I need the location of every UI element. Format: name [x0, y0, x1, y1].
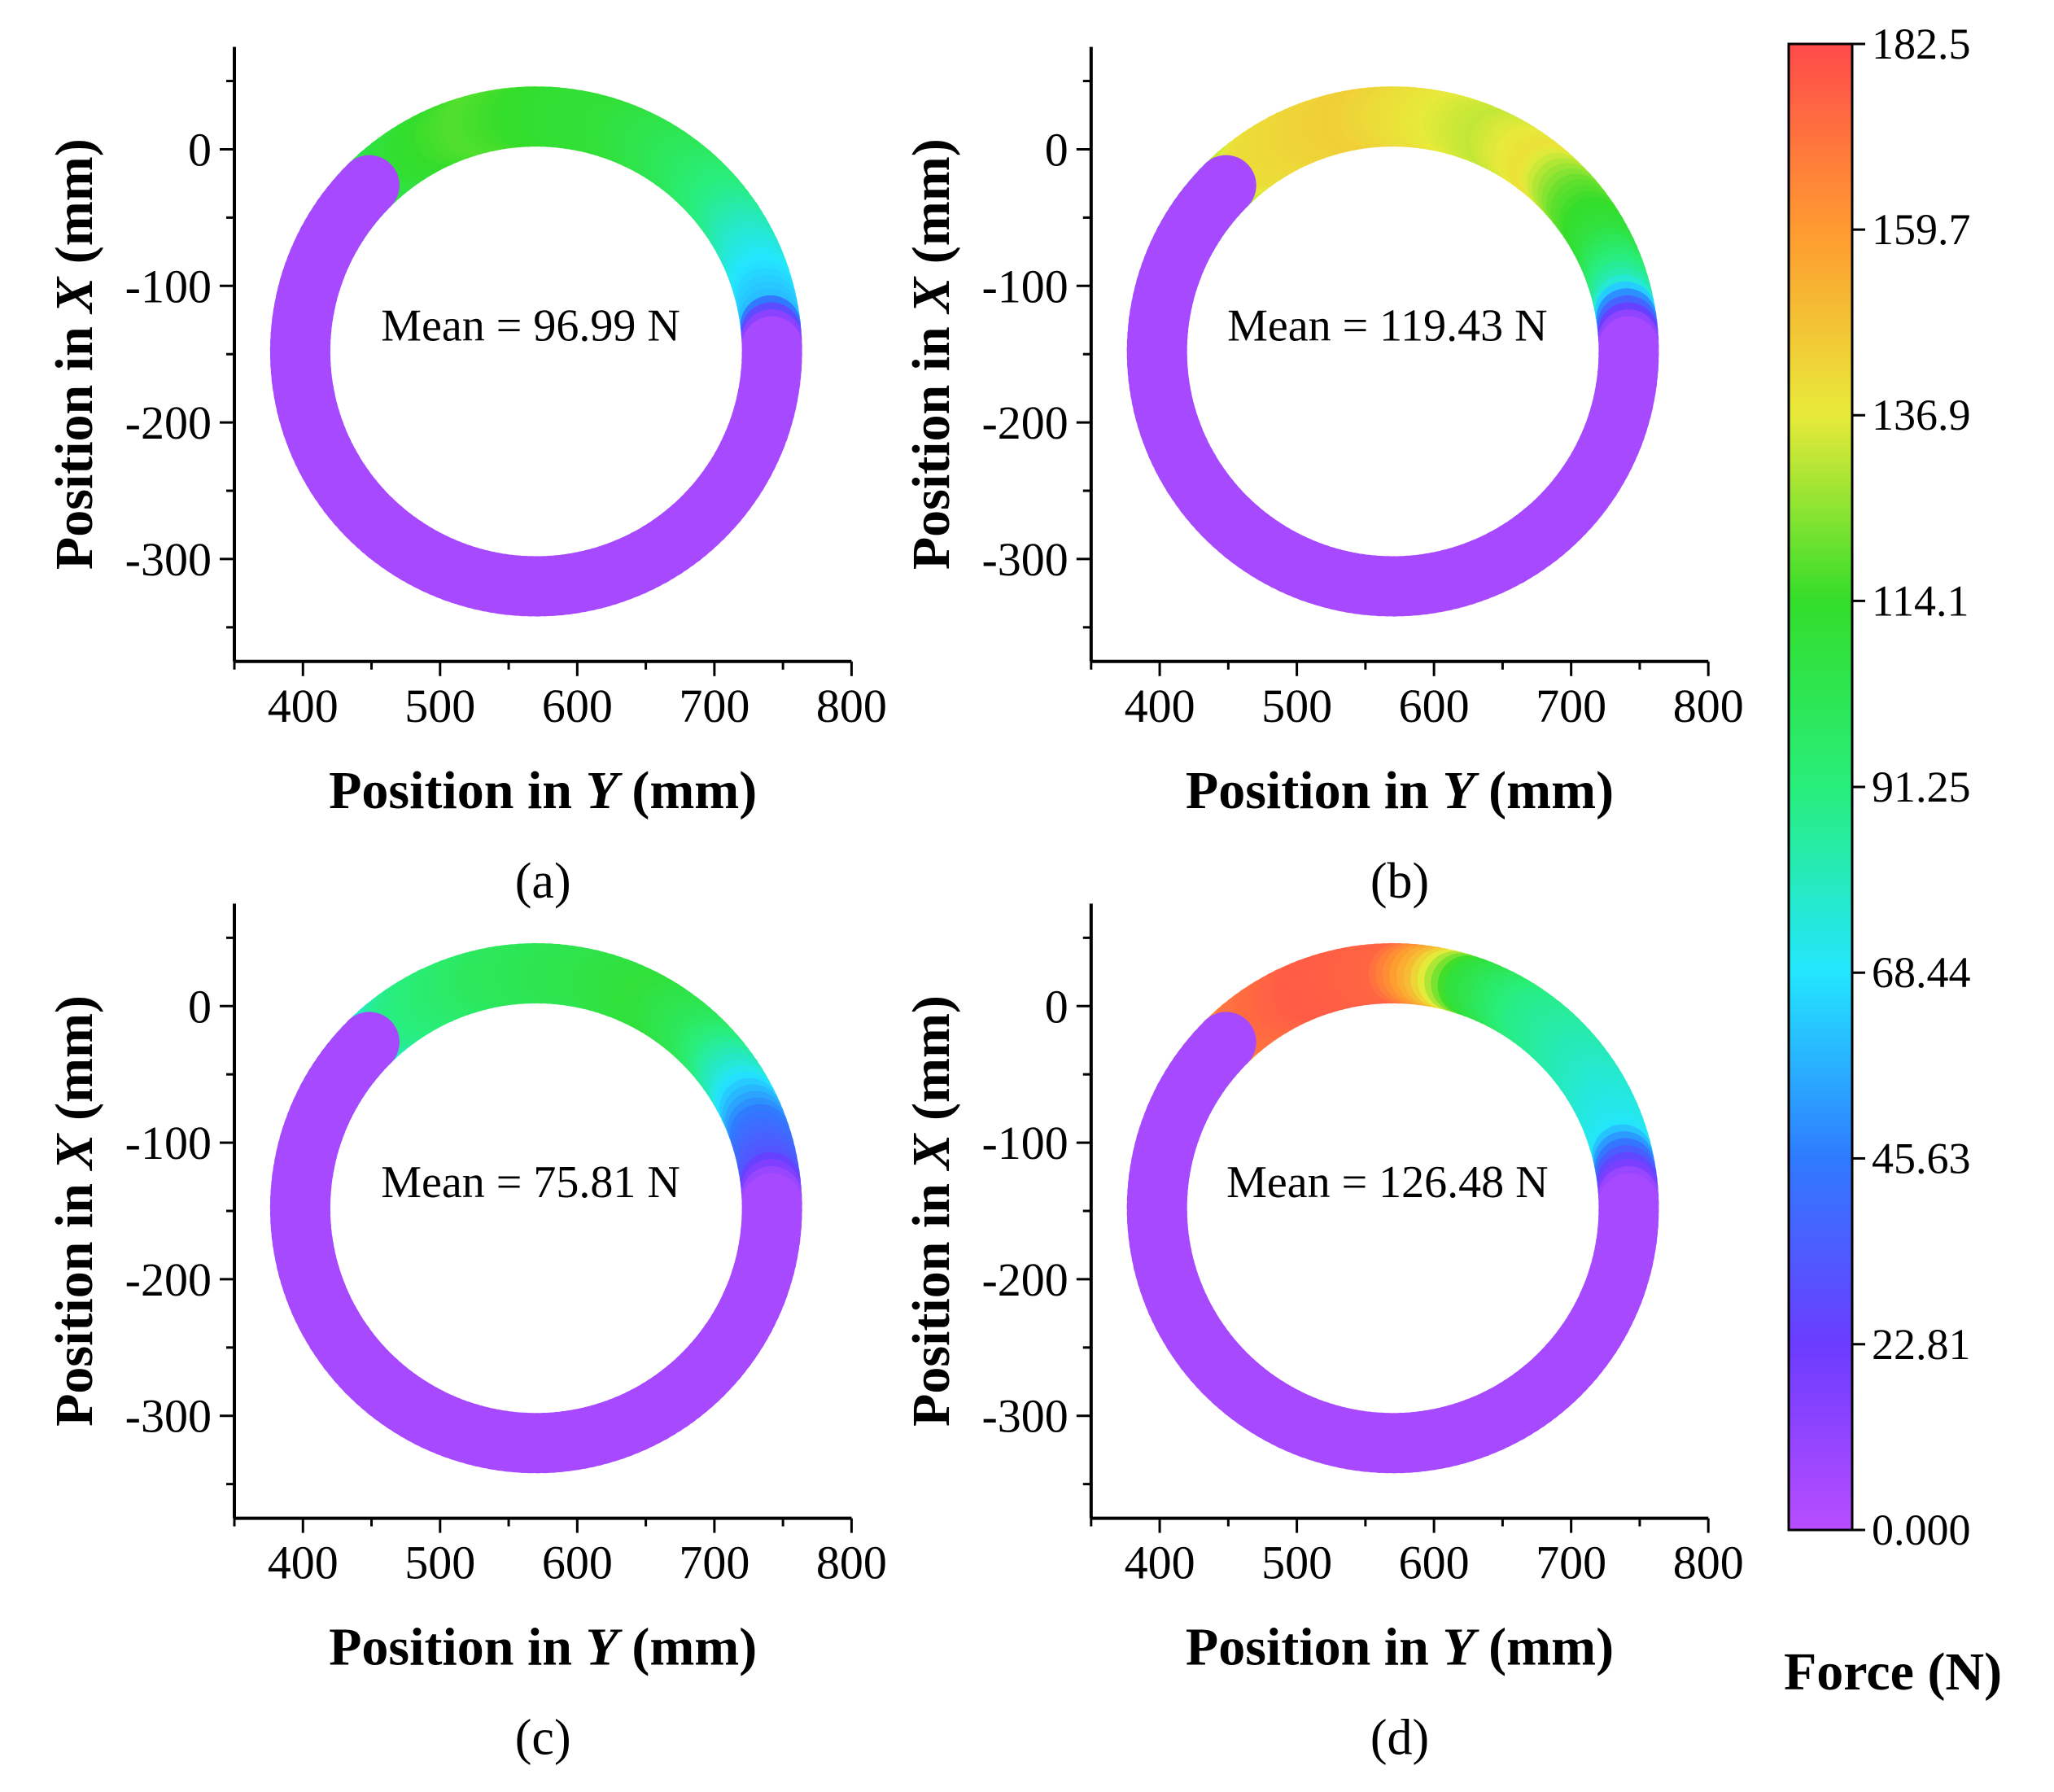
y-tick-label: -100 — [125, 260, 212, 313]
y-tick-label: 0 — [188, 123, 212, 176]
y-tick-label: -100 — [981, 260, 1068, 313]
x-tick-label: 700 — [679, 1536, 749, 1589]
panel-label: (b) — [1370, 854, 1429, 909]
colorbar-tick-label: 114.1 — [1872, 576, 1969, 625]
panel-label: (d) — [1370, 1711, 1429, 1766]
x-tick-label: 600 — [542, 1536, 613, 1589]
colorbar-tick-label: 136.9 — [1872, 391, 1971, 439]
y-tick-label: -300 — [125, 533, 212, 586]
x-tick-label: 600 — [1399, 1536, 1470, 1589]
x-tick-label: 400 — [1125, 680, 1195, 732]
x-axis-title: Position in Y (mm) — [329, 1618, 757, 1677]
force-point — [1195, 155, 1256, 216]
y-axis-title: Position in X (mm) — [45, 138, 104, 570]
x-tick-label: 800 — [816, 1536, 887, 1589]
x-tick-label: 400 — [268, 680, 339, 732]
colorbar-tick-label: 45.63 — [1872, 1134, 1971, 1182]
y-tick-label: -100 — [125, 1117, 212, 1169]
y-tick-label: 0 — [1045, 123, 1069, 176]
x-tick-label: 500 — [1261, 680, 1332, 732]
panel-c: 400 500 600 700 800 0 -100 -200 -300 Position in … — [45, 903, 887, 1766]
colorbar: 182.5 159.7 136.9 114.1 91.25 68.44 45.63 22.81… — [1784, 20, 2002, 1702]
y-tick-label: -300 — [125, 1390, 212, 1443]
colorbar-tick-label: 182.5 — [1872, 20, 1971, 68]
x-tick-label: 700 — [1536, 1536, 1606, 1589]
x-tick-label: 600 — [542, 680, 613, 732]
y-tick-label: -200 — [981, 396, 1068, 449]
mean-label: Mean = 119.43 N — [1227, 300, 1547, 351]
x-tick-label: 500 — [1261, 1536, 1332, 1589]
x-axis-title: Position in Y (mm) — [329, 761, 757, 820]
y-axis-title: Position in X (mm) — [902, 138, 961, 570]
x-tick-label: 700 — [1536, 680, 1606, 732]
y-tick-label: -100 — [981, 1117, 1068, 1169]
y-tick-label: -200 — [125, 396, 212, 449]
y-axis-title: Position in X (mm) — [45, 995, 104, 1427]
colorbar-gradient — [1787, 42, 1854, 1532]
mean-label: Mean = 126.48 N — [1226, 1157, 1549, 1208]
force-ring — [1126, 942, 1659, 1474]
mean-label: Mean = 96.99 N — [381, 300, 680, 351]
panel-a: 400 500 600 700 800 0 -100 -200 -300 Position in … — [45, 46, 887, 909]
force-ring — [269, 86, 802, 617]
force-point — [339, 1012, 400, 1073]
force-point — [1195, 1012, 1256, 1073]
colorbar-title: Force (N) — [1784, 1642, 2002, 1702]
x-tick-label: 800 — [1673, 680, 1744, 732]
x-tick-label: 700 — [679, 680, 749, 732]
colorbar-tick-label: 91.25 — [1872, 763, 1971, 811]
y-tick-label: -200 — [125, 1253, 212, 1306]
x-tick-label: 800 — [816, 680, 887, 732]
panel-d: 400 500 600 700 800 0 -100 -200 -300 Position in … — [902, 903, 1744, 1766]
y-axis-title: Position in X (mm) — [902, 995, 961, 1427]
force-ring — [1126, 86, 1659, 617]
x-tick-label: 500 — [404, 1536, 475, 1589]
x-tick-label: 800 — [1673, 1536, 1744, 1589]
x-tick-label: 500 — [404, 680, 475, 732]
colorbar-tick-label: 22.81 — [1872, 1320, 1971, 1369]
colorbar-tick-label: 159.7 — [1872, 205, 1971, 254]
y-tick-label: -200 — [981, 1253, 1068, 1306]
y-tick-label: 0 — [1045, 980, 1069, 1033]
mean-label: Mean = 75.81 N — [381, 1157, 680, 1208]
y-tick-label: -300 — [981, 1390, 1068, 1443]
y-tick-label: -300 — [981, 533, 1068, 586]
x-tick-label: 600 — [1399, 680, 1470, 732]
panel-label: (c) — [515, 1711, 571, 1766]
colorbar-tick-label: 0.000 — [1872, 1506, 1971, 1554]
x-tick-label: 400 — [268, 1536, 339, 1589]
panel-b: 400 500 600 700 800 0 -100 -200 -300 Position in … — [902, 46, 1744, 909]
y-tick-label: 0 — [188, 980, 212, 1033]
panel-label: (a) — [515, 854, 571, 909]
x-axis-title: Position in Y (mm) — [1186, 761, 1614, 820]
x-tick-label: 400 — [1125, 1536, 1195, 1589]
force-point — [339, 155, 400, 216]
colorbar-tick-label: 68.44 — [1872, 948, 1971, 997]
x-axis-title: Position in Y (mm) — [1186, 1618, 1614, 1677]
force-ring — [269, 942, 802, 1474]
